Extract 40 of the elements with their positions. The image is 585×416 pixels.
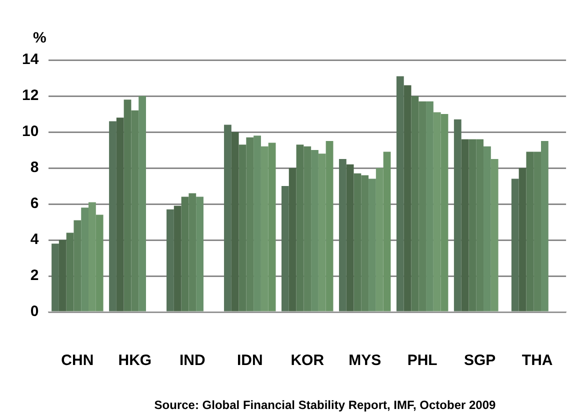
y-tick-label: 14 [22, 51, 40, 68]
source-note: Source: Global Financial Stability Report, IMF, October 2009 [154, 398, 496, 412]
bar [116, 118, 124, 312]
bar [396, 76, 404, 312]
bar [196, 196, 204, 312]
y-tick-label: 4 [30, 231, 40, 248]
bar [454, 119, 462, 312]
bar [224, 124, 232, 312]
bar [541, 141, 548, 312]
y-tick-label: 0 [30, 303, 39, 320]
bar [231, 132, 239, 312]
bar [109, 121, 116, 312]
y-tick-label: 8 [30, 159, 39, 176]
y-tick-label: 6 [30, 195, 39, 212]
bar [346, 164, 354, 312]
bar [138, 96, 146, 312]
bar [166, 209, 174, 312]
bar [58, 240, 66, 312]
bar [282, 186, 289, 312]
bar [288, 168, 296, 312]
y-tick-label: 10 [22, 123, 39, 140]
x-tick-label: THA [522, 352, 553, 370]
y-axis-title: % [33, 30, 46, 47]
x-tick-label: PHL [407, 352, 438, 370]
bar [461, 139, 469, 312]
x-tick-label: IND [179, 352, 206, 370]
x-tick-label: HKG [118, 352, 152, 370]
bar [174, 206, 182, 312]
y-tick-label: 2 [30, 267, 39, 284]
x-tick-label: IDN [236, 352, 263, 370]
x-tick-label: MYS [348, 352, 382, 370]
x-tick-label: CHN [61, 352, 94, 370]
bar [404, 85, 412, 312]
bar [338, 159, 346, 312]
bar [52, 244, 59, 312]
x-tick-label: SGP [464, 352, 496, 370]
bar [518, 168, 526, 312]
x-tick-label: KOR [290, 352, 324, 370]
bar [511, 178, 519, 312]
y-tick-label: 12 [22, 87, 39, 104]
